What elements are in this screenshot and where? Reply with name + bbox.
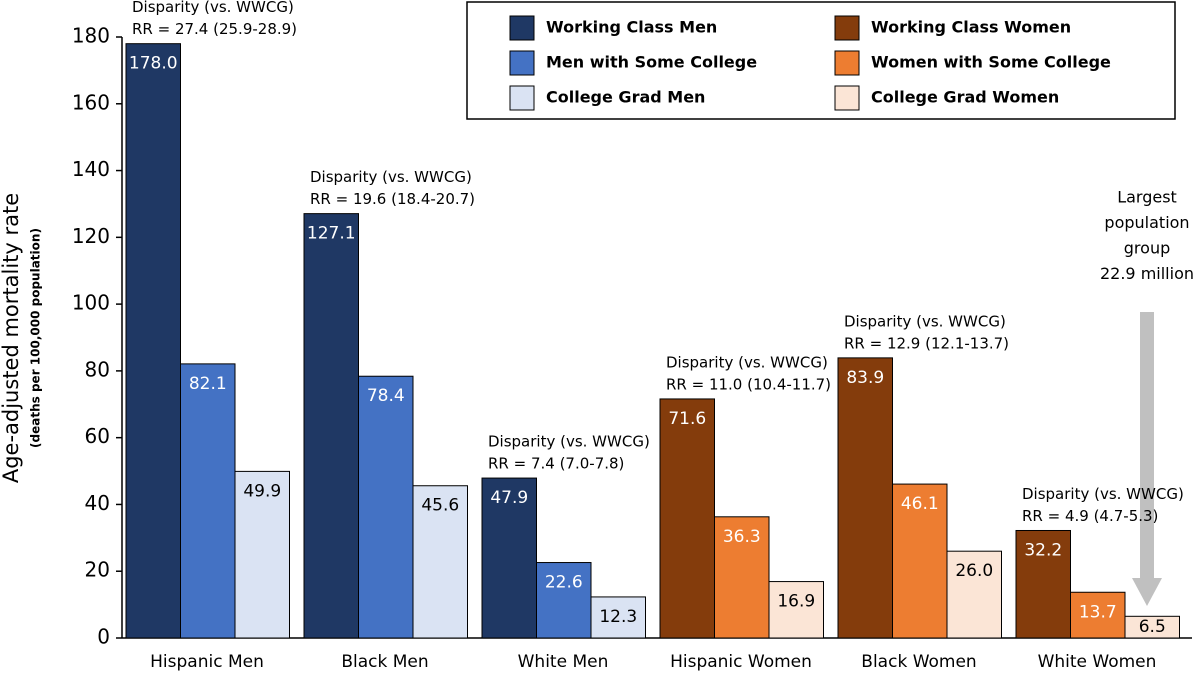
callout-arrow-shaft bbox=[1140, 312, 1154, 580]
disparity-label: Disparity (vs. WWCG) bbox=[132, 0, 294, 16]
callout-text: Largest bbox=[1117, 188, 1177, 207]
legend-swatch bbox=[834, 85, 860, 111]
value-label: 82.1 bbox=[189, 374, 227, 394]
y-tick-label: 160 bbox=[72, 90, 110, 114]
x-tick-label: White Men bbox=[518, 652, 609, 672]
legend-swatch bbox=[509, 85, 535, 111]
legend-label: Women with Some College bbox=[871, 53, 1111, 72]
bar bbox=[358, 375, 414, 639]
bar bbox=[180, 363, 236, 639]
x-tick-label: Hispanic Men bbox=[150, 652, 264, 672]
value-label: 49.9 bbox=[243, 481, 281, 501]
x-tick-label: White Women bbox=[1038, 652, 1157, 672]
y-tick-label: 40 bbox=[85, 491, 110, 515]
legend-label: College Grad Women bbox=[871, 88, 1059, 107]
bar bbox=[946, 550, 1002, 639]
disparity-rr: RR = 12.9 (12.1-13.7) bbox=[844, 334, 1009, 352]
x-tick-label: Black Men bbox=[341, 652, 428, 672]
value-label: 26.0 bbox=[955, 561, 993, 581]
callout-text: 22.9 million bbox=[1100, 264, 1194, 283]
value-label: 71.6 bbox=[668, 409, 706, 429]
value-label: 178.0 bbox=[129, 54, 178, 74]
value-label: 127.1 bbox=[307, 224, 356, 244]
x-tick-label: Black Women bbox=[861, 652, 976, 672]
y-tick-label: 80 bbox=[85, 357, 110, 381]
disparity-label: Disparity (vs. WWCG) bbox=[488, 433, 650, 451]
value-label: 16.9 bbox=[777, 592, 815, 612]
y-tick-label: 180 bbox=[72, 24, 110, 48]
y-tick-label: 120 bbox=[72, 224, 110, 248]
bar bbox=[837, 357, 893, 639]
legend-swatch bbox=[834, 15, 860, 41]
callout-arrow-head bbox=[1132, 578, 1162, 606]
value-label: 46.1 bbox=[901, 494, 939, 514]
x-tick-label: Hispanic Women bbox=[670, 652, 812, 672]
y-tick-label: 100 bbox=[72, 291, 110, 315]
y-axis-sublabel: (deaths per 100,000 population) bbox=[29, 228, 43, 448]
disparity-rr: RR = 11.0 (10.4-11.7) bbox=[666, 375, 831, 393]
legend-box bbox=[466, 1, 1176, 120]
disparity-rr: RR = 4.9 (4.7-5.3) bbox=[1022, 507, 1158, 525]
disparity-label: Disparity (vs. WWCG) bbox=[1022, 485, 1184, 503]
bar bbox=[768, 581, 824, 639]
legend-label: Working Class Women bbox=[871, 18, 1071, 37]
y-tick-label: 140 bbox=[72, 157, 110, 181]
bar bbox=[536, 562, 592, 639]
bar bbox=[1124, 615, 1180, 639]
legend-swatch bbox=[834, 50, 860, 76]
callout-text: population bbox=[1104, 213, 1189, 232]
bar bbox=[659, 398, 715, 639]
legend-swatch bbox=[509, 15, 535, 41]
y-axis-label: Age-adjusted mortality rate bbox=[0, 193, 23, 483]
bar bbox=[303, 213, 359, 639]
disparity-rr: RR = 27.4 (25.9-28.9) bbox=[132, 20, 297, 38]
disparity-rr: RR = 7.4 (7.0-7.8) bbox=[488, 455, 624, 473]
bar bbox=[590, 596, 646, 639]
bar bbox=[714, 516, 770, 639]
bar bbox=[1070, 591, 1126, 639]
disparity-rr: RR = 19.6 (18.4-20.7) bbox=[310, 190, 475, 208]
value-label: 47.9 bbox=[490, 488, 528, 508]
value-label: 6.5 bbox=[1139, 617, 1166, 637]
y-tick-label: 60 bbox=[85, 424, 110, 448]
callout-text: group bbox=[1124, 239, 1170, 258]
y-tick-label: 0 bbox=[97, 625, 110, 649]
bar bbox=[892, 483, 948, 639]
legend-swatch bbox=[509, 50, 535, 76]
y-tick-label: 20 bbox=[85, 558, 110, 582]
value-label: 45.6 bbox=[421, 496, 459, 516]
disparity-label: Disparity (vs. WWCG) bbox=[310, 168, 472, 186]
value-label: 78.4 bbox=[367, 386, 405, 406]
bar bbox=[234, 470, 290, 639]
bar bbox=[412, 485, 468, 639]
disparity-label: Disparity (vs. WWCG) bbox=[666, 353, 828, 371]
value-label: 32.2 bbox=[1024, 540, 1062, 560]
value-label: 36.3 bbox=[723, 527, 761, 547]
legend-label: Men with Some College bbox=[546, 53, 757, 72]
value-label: 22.6 bbox=[545, 573, 583, 593]
legend-label: College Grad Men bbox=[546, 88, 705, 107]
value-label: 12.3 bbox=[599, 607, 637, 627]
bar bbox=[1015, 529, 1071, 639]
disparity-label: Disparity (vs. WWCG) bbox=[844, 312, 1006, 330]
value-label: 13.7 bbox=[1079, 602, 1117, 622]
legend-label: Working Class Men bbox=[546, 18, 717, 37]
bar bbox=[481, 477, 537, 639]
value-label: 83.9 bbox=[846, 368, 884, 388]
bar bbox=[125, 43, 181, 639]
